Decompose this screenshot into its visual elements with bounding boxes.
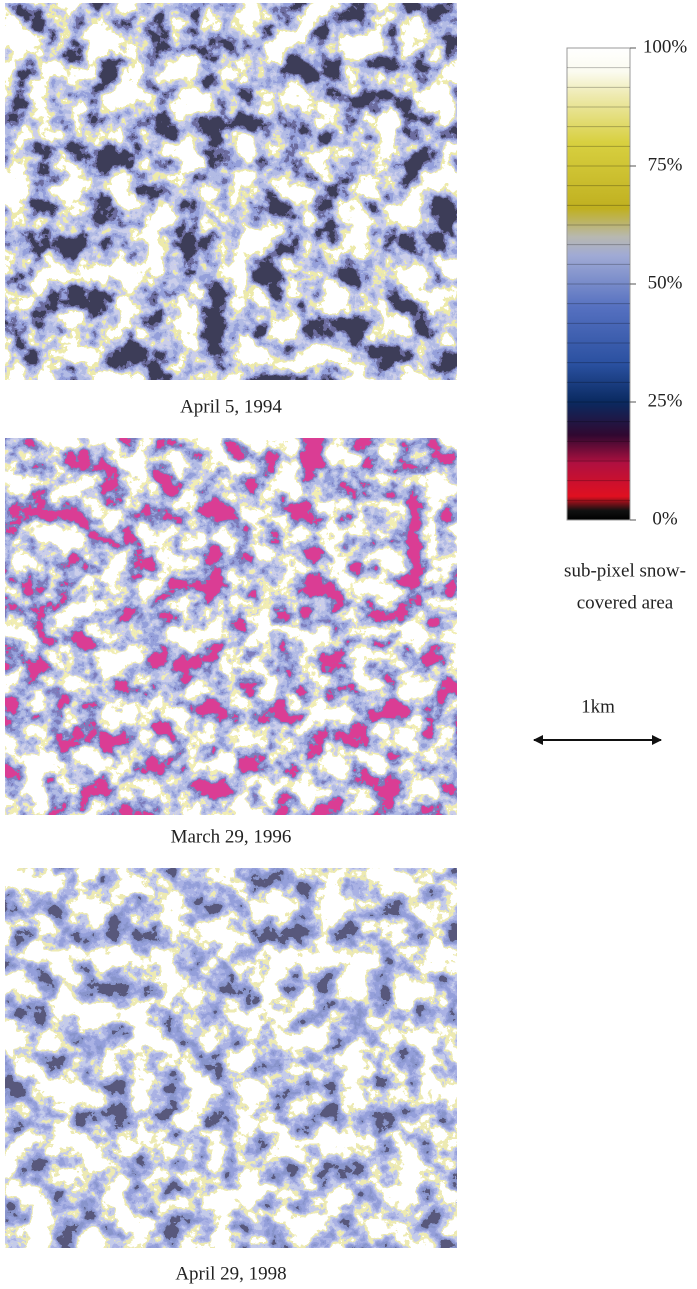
satellite-image [5,868,457,1248]
figure: April 5, 1994 March 29, 1996 April 29, 1… [0,0,697,1289]
scale-label: 1km [581,696,615,717]
colorbar-label: sub-pixel snow- [564,560,686,581]
panel-caption: April 29, 1998 [175,1263,286,1284]
tick-label: 25% [648,390,683,411]
panel-caption: April 5, 1994 [180,396,282,417]
colorbar-label: covered area [577,592,674,613]
tick-label: 50% [648,272,683,293]
satellite-image [5,438,457,815]
page: April 5, 1994 March 29, 1996 April 29, 1… [0,0,697,1289]
panel-caption: March 29, 1996 [171,826,292,847]
tick-label: 0% [652,508,678,529]
tick-label: 75% [648,154,683,175]
satellite-image [5,3,457,380]
tick-label: 100% [643,36,688,57]
